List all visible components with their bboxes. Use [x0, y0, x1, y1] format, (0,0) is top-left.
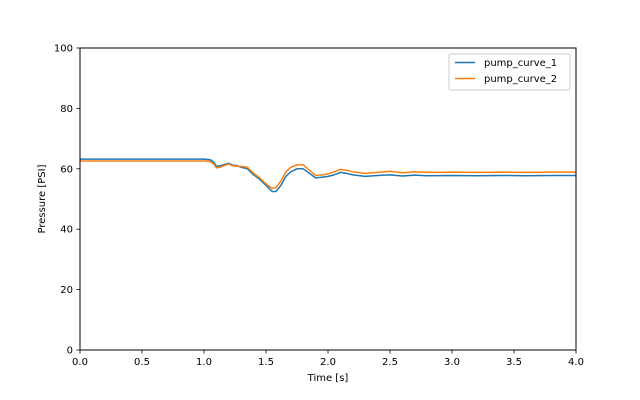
x-tick-label: 0.0 — [72, 357, 88, 368]
x-tick-label: 1.5 — [258, 357, 274, 368]
x-tick-label: 3.5 — [506, 357, 522, 368]
y-tick-label: 100 — [54, 44, 73, 55]
y-tick-label: 40 — [60, 225, 73, 236]
y-tick-label: 80 — [60, 104, 73, 115]
y-tick-label: 60 — [60, 164, 73, 175]
series-line-pump-curve-2 — [80, 160, 576, 190]
legend-label-pump-curve-1: pump_curve_1 — [484, 58, 557, 69]
y-tick-label: 0 — [67, 346, 73, 357]
legend: pump_curve_1 pump_curve_2 — [448, 53, 571, 91]
y-axis-label: Pressure [PSI] — [37, 164, 48, 233]
legend-label-pump-curve-2: pump_curve_2 — [484, 74, 557, 85]
y-tick-label: 20 — [60, 285, 73, 296]
legend-box — [448, 53, 571, 91]
x-tick-label: 0.5 — [134, 357, 150, 368]
x-tick-label: 2.0 — [320, 357, 336, 368]
x-tick-label: 1.0 — [196, 357, 212, 368]
x-tick-label: 2.5 — [382, 357, 398, 368]
x-axis-ticks: 0.0 0.5 1.0 1.5 2.0 2.5 3.0 3.5 4.0 — [72, 350, 584, 368]
series-layer — [80, 158, 576, 193]
x-tick-label: 3.0 — [444, 357, 460, 368]
y-axis-ticks: 0 20 40 60 80 100 — [54, 44, 80, 357]
x-tick-label: 4.0 — [568, 357, 584, 368]
x-axis-label: Time [s] — [307, 373, 349, 384]
